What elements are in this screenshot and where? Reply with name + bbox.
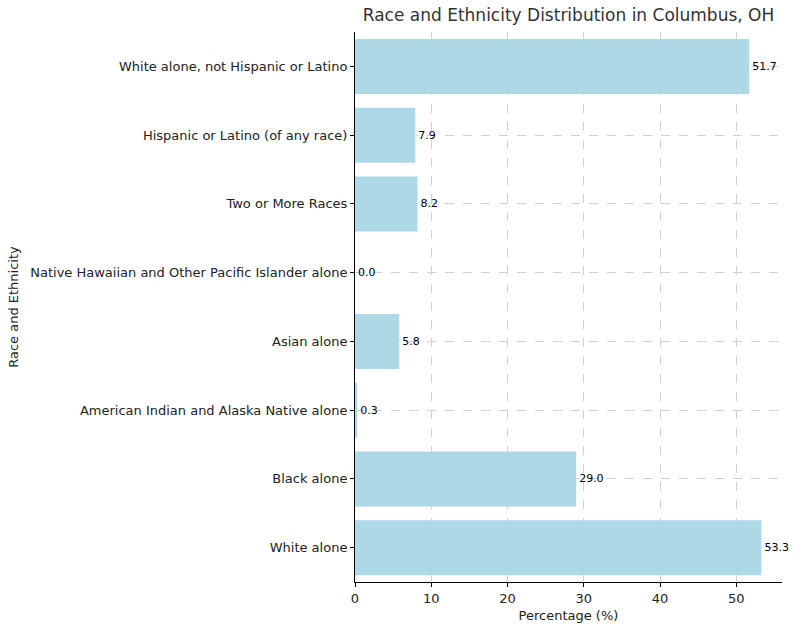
svg-text:Native Hawaiian and Other Paci: Native Hawaiian and Other Pacific Island… <box>30 265 347 280</box>
svg-text:8.2: 8.2 <box>421 197 439 210</box>
svg-text:American Indian and Alaska Nat: American Indian and Alaska Native alone <box>80 403 348 418</box>
svg-text:Black alone: Black alone <box>272 471 347 486</box>
svg-text:51.7: 51.7 <box>752 60 777 73</box>
svg-text:Two or More Races: Two or More Races <box>225 196 347 211</box>
svg-text:29.0: 29.0 <box>579 472 604 485</box>
svg-text:Race and Ethnicity: Race and Ethnicity <box>6 246 21 368</box>
svg-text:Percentage (%): Percentage (%) <box>519 608 619 623</box>
svg-text:Asian alone: Asian alone <box>272 334 347 349</box>
svg-text:53.3: 53.3 <box>764 541 789 554</box>
svg-text:7.9: 7.9 <box>418 129 436 142</box>
svg-text:5.8: 5.8 <box>402 335 419 348</box>
svg-text:0.0: 0.0 <box>358 266 376 279</box>
svg-text:30: 30 <box>575 591 592 606</box>
svg-text:20: 20 <box>499 591 516 606</box>
svg-text:Race and Ethnicity Distributio: Race and Ethnicity Distribution in Colum… <box>363 5 775 25</box>
svg-text:White alone, not Hispanic or L: White alone, not Hispanic or Latino <box>119 59 347 74</box>
svg-text:0: 0 <box>351 591 359 606</box>
svg-text:White alone: White alone <box>270 540 348 555</box>
svg-text:10: 10 <box>423 591 440 606</box>
svg-text:40: 40 <box>652 591 669 606</box>
svg-text:50: 50 <box>728 591 745 606</box>
svg-text:Hispanic or Latino (of any rac: Hispanic or Latino (of any race) <box>143 128 347 143</box>
svg-text:0.3: 0.3 <box>360 404 378 417</box>
